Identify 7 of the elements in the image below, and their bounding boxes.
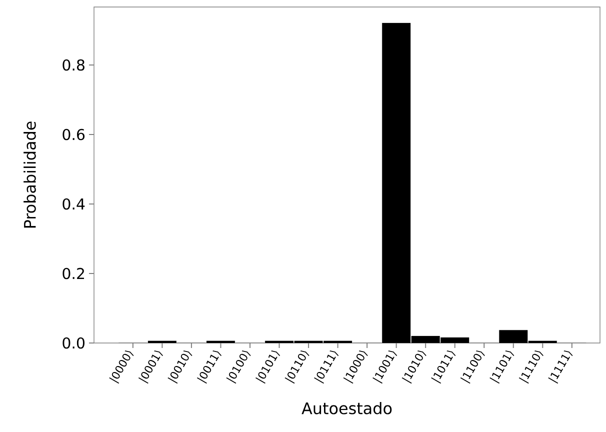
y-axis-title: Probabilidade bbox=[24, 122, 36, 228]
y-tick-label: 0.2 bbox=[62, 268, 84, 280]
y-tick-label: 0.6 bbox=[62, 128, 85, 140]
y-tick-label: 0.0 bbox=[62, 337, 84, 349]
x-axis-title: Autoestado bbox=[302, 402, 392, 414]
y-tick-label: 0.4 bbox=[62, 198, 85, 210]
y-tick-label: 0.8 bbox=[62, 59, 84, 71]
